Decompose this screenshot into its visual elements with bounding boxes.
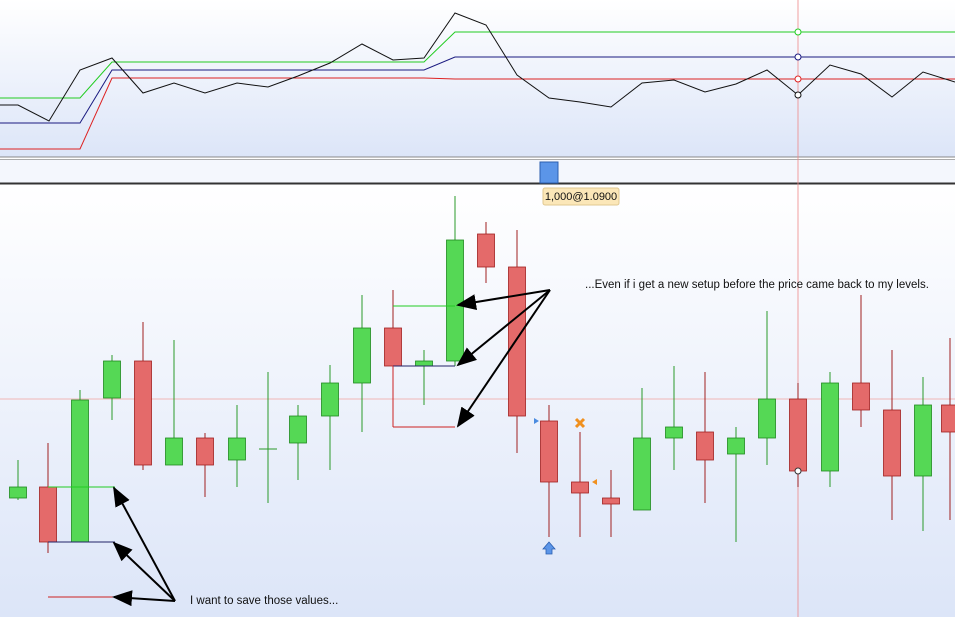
candle-body [540, 420, 558, 483]
candle-body [39, 486, 57, 543]
candle-body [914, 404, 932, 477]
arrow [456, 289, 551, 428]
arrow [112, 590, 176, 607]
candle-body [696, 431, 714, 461]
indicator-line [0, 12, 955, 122]
candle-body [941, 404, 955, 433]
candle-body [165, 437, 183, 466]
indicator-lines [0, 12, 955, 150]
crosshair-dot [794, 75, 802, 83]
arrow [112, 541, 176, 602]
signal-marker [534, 418, 539, 424]
arrows [112, 289, 551, 607]
candle-body [789, 398, 807, 472]
level-lines [48, 305, 455, 598]
candle-body [508, 266, 526, 417]
crosshair-dot [794, 91, 802, 99]
candle-body [665, 426, 683, 439]
candle-body [477, 233, 495, 268]
indicator-line [0, 77, 955, 150]
arrow [456, 289, 551, 310]
volume-bar [539, 161, 559, 184]
candle-body [852, 382, 870, 411]
candle-body [633, 437, 651, 511]
candle-body [353, 327, 371, 384]
candle-body [71, 399, 89, 543]
volume-strip [0, 160, 955, 183]
crosshair-dot [794, 53, 802, 61]
indicator-line [0, 56, 955, 124]
candle-body [883, 409, 901, 477]
candles [9, 196, 955, 553]
annotation: ...Even if i get a new setup before the … [585, 279, 929, 291]
candle-body [727, 437, 745, 455]
arrow [113, 486, 176, 602]
order-tooltip: 1,000@1.0900 [545, 191, 617, 203]
entry-marker [542, 541, 556, 555]
candle-body [196, 437, 214, 466]
candle-body [415, 360, 433, 367]
indicator-line [0, 31, 955, 99]
annotation: I want to save those values... [190, 595, 338, 607]
candle-body [321, 382, 339, 417]
candle-body [446, 239, 464, 362]
signal-marker [592, 479, 597, 485]
crosshair-dot [794, 467, 802, 475]
exit-marker [574, 417, 586, 429]
candle-body [384, 327, 402, 367]
candle-body [103, 360, 121, 399]
candle-body [289, 415, 307, 444]
candle-body [134, 360, 152, 466]
arrow [456, 289, 551, 367]
crosshair-dot [794, 28, 802, 36]
candle-body [9, 486, 27, 499]
candle-body [602, 497, 620, 505]
candle-body [758, 398, 776, 439]
candle-body [821, 382, 839, 472]
candle-body [571, 481, 589, 494]
candle-body [228, 437, 246, 461]
tooltip-box [542, 187, 620, 206]
